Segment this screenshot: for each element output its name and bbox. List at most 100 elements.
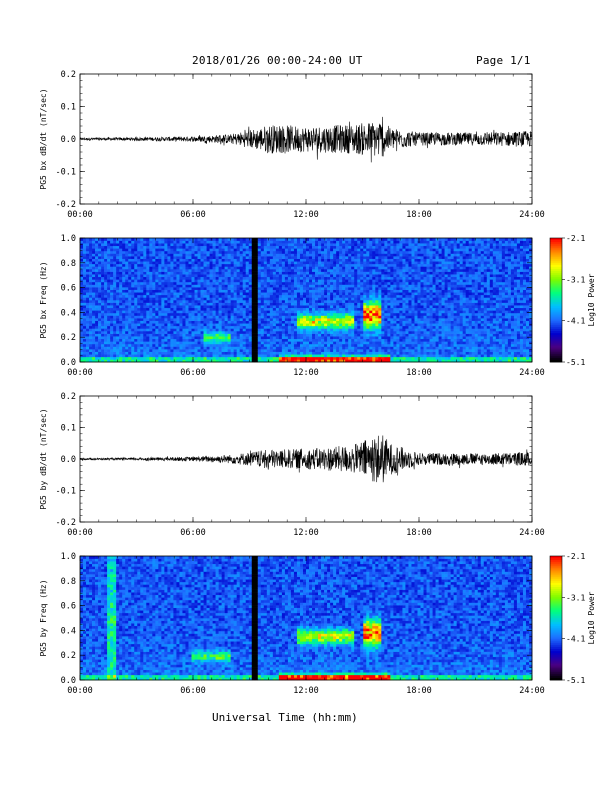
heatmap-cell <box>327 261 331 265</box>
heatmap-cell <box>152 359 156 363</box>
heatmap-cell <box>209 274 213 278</box>
heatmap-cell <box>218 315 222 319</box>
heatmap-cell <box>221 349 225 352</box>
heatmap-cell <box>110 263 114 267</box>
heatmap-cell <box>113 325 117 329</box>
heatmap-cell <box>137 240 141 244</box>
heatmap-cell <box>381 297 385 301</box>
heatmap-cell <box>167 294 171 298</box>
heatmap-cell <box>92 343 96 347</box>
heatmap-cell <box>203 271 207 275</box>
heatmap-cell <box>357 349 361 352</box>
heatmap-cell <box>164 343 168 347</box>
heatmap-cell <box>306 328 310 332</box>
heatmap-cell <box>278 263 283 267</box>
heatmap-cell <box>254 351 259 355</box>
heatmap-cell <box>354 266 358 270</box>
heatmap-cell <box>164 312 168 316</box>
heatmap-cell <box>245 328 250 332</box>
heatmap-cell <box>275 281 280 285</box>
heatmap-cell <box>230 261 234 265</box>
heatmap-cell <box>161 305 165 309</box>
heatmap-cell <box>345 240 349 244</box>
heatmap-cell <box>134 245 138 249</box>
heatmap-cell <box>116 356 120 360</box>
heatmap-cell <box>315 323 319 327</box>
heatmap-cell <box>206 325 210 329</box>
heatmap-cell <box>221 261 225 265</box>
heatmap-cell <box>92 253 96 257</box>
heatmap-cell <box>140 318 144 321</box>
heatmap-cell <box>227 238 231 241</box>
heatmap-cell <box>191 305 195 309</box>
heatmap-cell <box>215 294 219 298</box>
heatmap-cell <box>278 238 283 241</box>
heatmap-cell <box>248 354 253 358</box>
heatmap-cell <box>363 276 367 280</box>
heatmap-cell <box>257 346 262 350</box>
heatmap-cell <box>125 310 129 314</box>
heatmap-cell <box>215 302 219 306</box>
heatmap-cell <box>269 346 274 350</box>
heatmap-cell <box>357 343 361 347</box>
heatmap-cell <box>146 271 150 275</box>
heatmap-cell <box>80 289 84 293</box>
heatmap-cell <box>131 243 135 247</box>
heatmap-cell <box>116 289 120 293</box>
heatmap-cell <box>233 276 237 280</box>
heatmap-cell <box>218 354 222 358</box>
heatmap-cell <box>306 310 310 314</box>
heatmap-cell <box>251 328 256 332</box>
heatmap-cell <box>149 354 153 358</box>
heatmap-cell <box>206 333 210 337</box>
heatmap-cell <box>146 261 150 265</box>
heatmap-cell <box>101 323 105 327</box>
heatmap-cell <box>215 261 219 265</box>
heatmap-cell <box>272 318 277 321</box>
heatmap-cell <box>116 263 120 267</box>
heatmap-cell <box>83 312 87 316</box>
heatmap-cell <box>110 266 114 270</box>
heatmap-cell <box>173 320 177 324</box>
heatmap-cell <box>155 315 159 319</box>
heatmap-cell <box>287 269 292 272</box>
heatmap-cell <box>312 359 316 363</box>
heatmap-cell <box>83 338 87 342</box>
heatmap-cell <box>315 294 319 298</box>
heatmap-cell <box>245 331 250 334</box>
heatmap-cell <box>318 346 322 350</box>
heatmap-cell <box>357 287 361 290</box>
heatmap-cell <box>372 281 376 285</box>
heatmap-cell <box>113 292 117 296</box>
heatmap-cell <box>269 328 274 332</box>
heatmap-cell <box>104 289 108 293</box>
heatmap-cell <box>116 287 120 290</box>
heatmap-cell <box>83 349 87 352</box>
heatmap-cell <box>173 269 177 272</box>
heatmap-cell <box>339 281 343 285</box>
heatmap-cell <box>221 240 225 244</box>
heatmap-cell <box>248 310 253 314</box>
heatmap-cell <box>375 238 379 241</box>
heatmap-cell <box>327 336 331 340</box>
heatmap-cell <box>191 323 195 327</box>
heatmap-cell <box>315 346 319 350</box>
heatmap-cell <box>206 354 210 358</box>
heatmap-cell <box>312 263 316 267</box>
heatmap-cell <box>266 333 271 337</box>
heatmap-cell <box>312 250 316 254</box>
heatmap-cell <box>360 274 364 278</box>
heatmap-cell <box>315 312 319 316</box>
heatmap-cell <box>263 307 268 311</box>
heatmap-cell <box>245 336 250 340</box>
heatmap-cell <box>381 300 385 303</box>
heatmap-cell <box>296 253 301 257</box>
heatmap-cell <box>83 258 87 262</box>
heatmap-cell <box>278 338 283 342</box>
heatmap-cell <box>281 289 286 293</box>
heatmap-cell <box>95 346 99 350</box>
heatmap-cell <box>284 238 289 241</box>
heatmap-cell <box>113 300 117 303</box>
heatmap-cell <box>366 243 370 247</box>
heatmap-cell <box>170 356 174 360</box>
